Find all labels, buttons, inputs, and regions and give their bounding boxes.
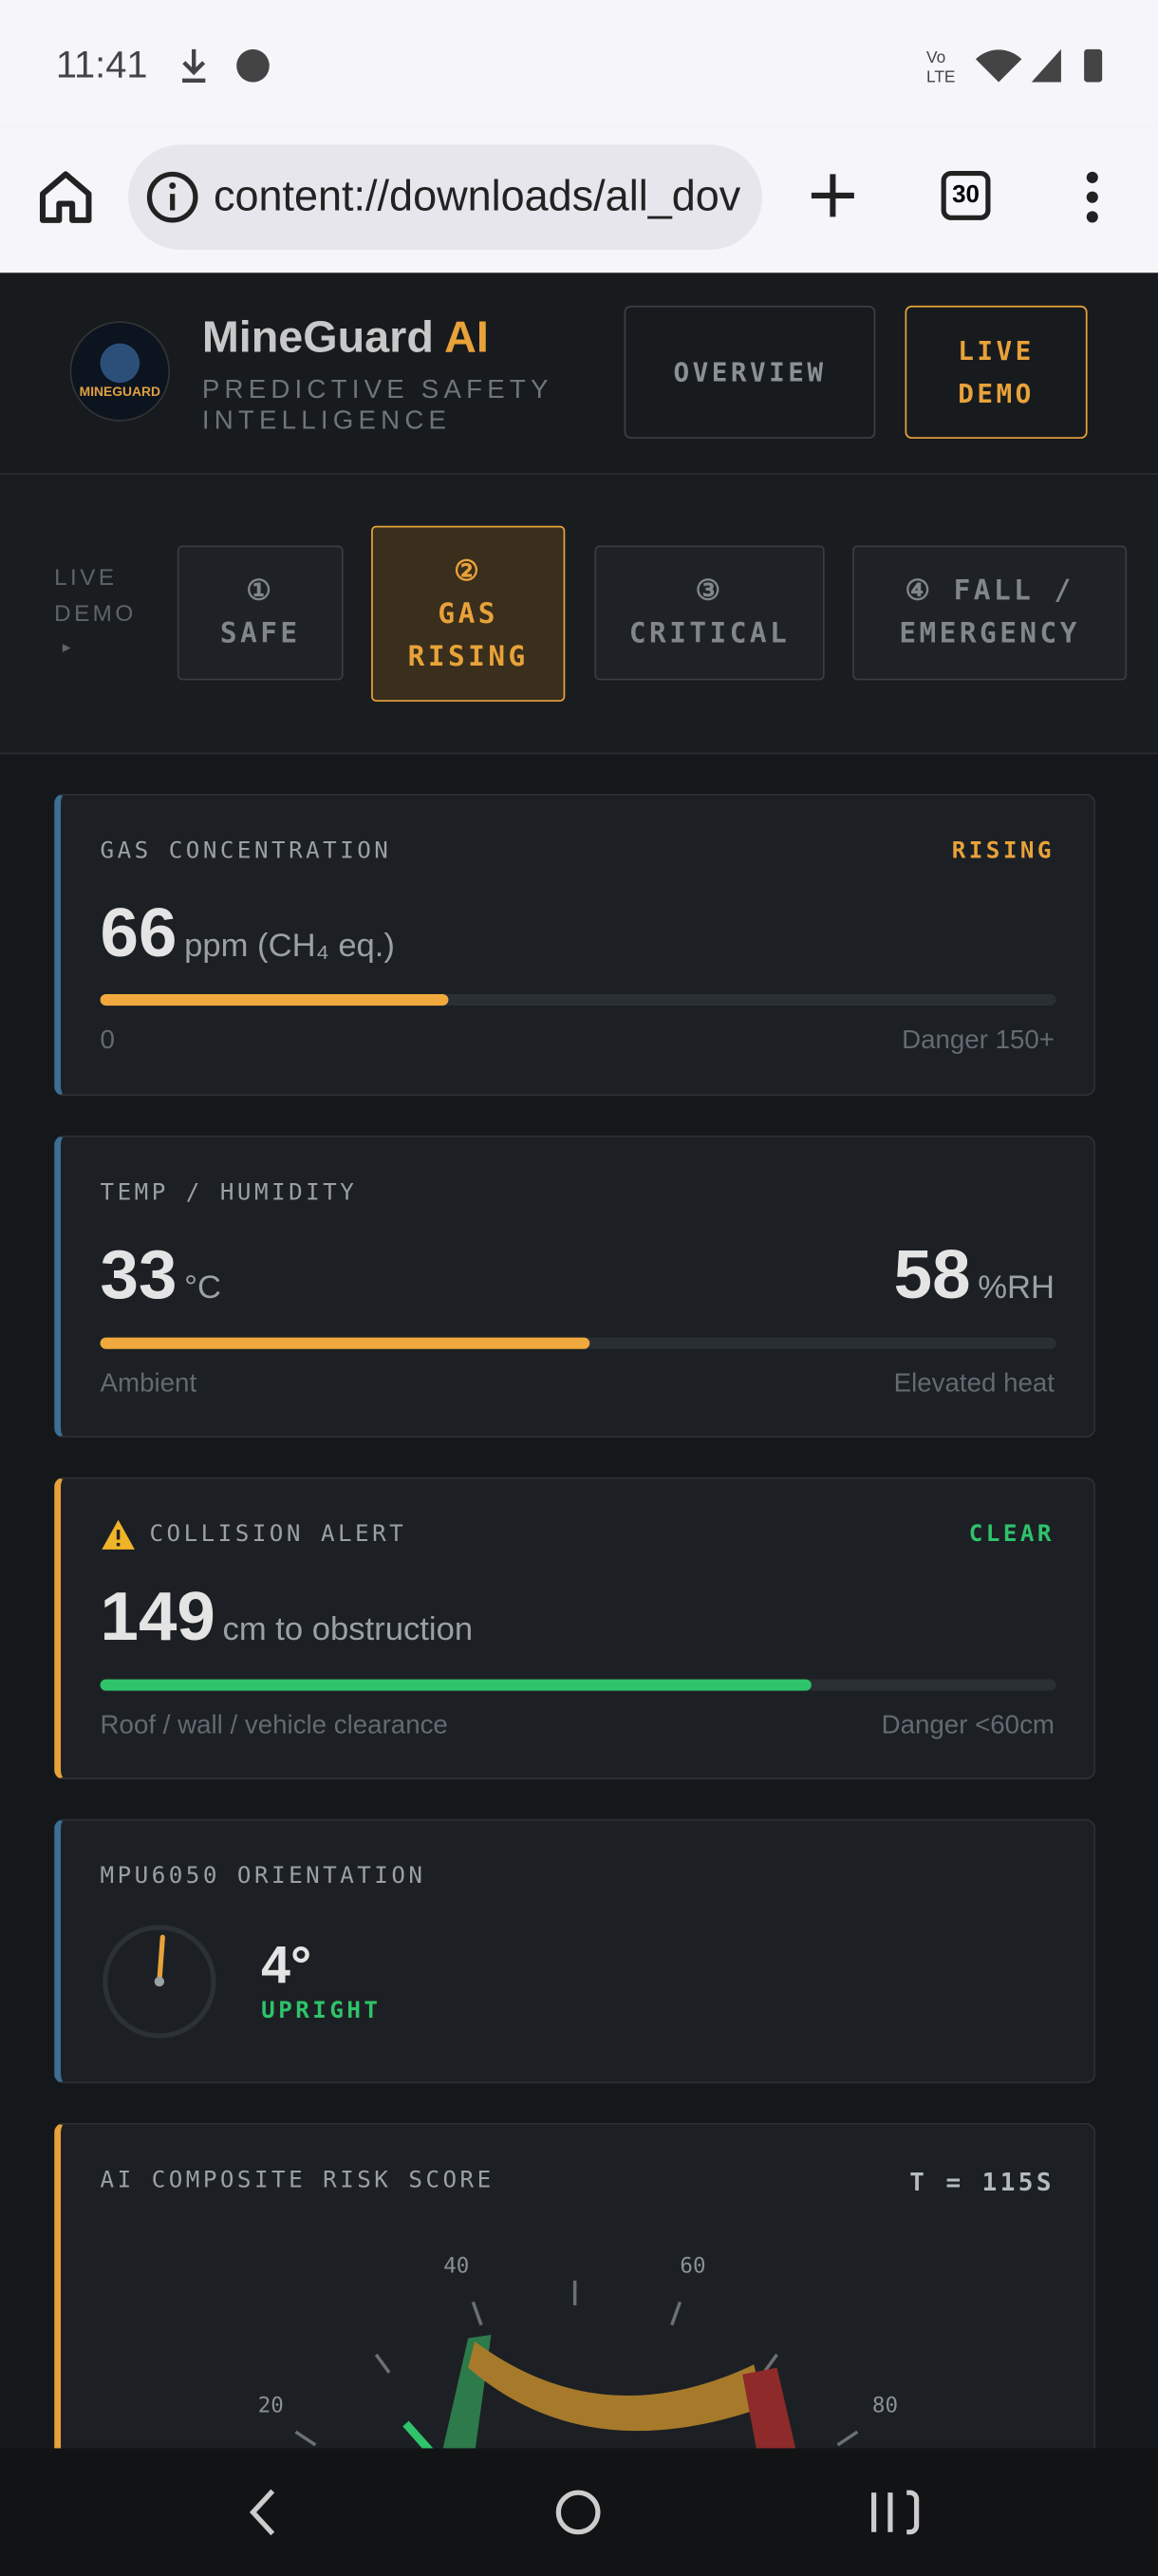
nav-button[interactable]: OVERVIEW (624, 305, 876, 440)
tab-icon: ③ (695, 574, 724, 609)
menu[interactable] (1081, 171, 1104, 223)
card-title: GAS CONCENTRATION (100, 837, 392, 865)
risk-gauge (294, 2280, 859, 2456)
card-title: MPU6050 ORIENTATION (100, 1863, 426, 1890)
bar-track (100, 1337, 1056, 1349)
card-title: TEMP / HUMIDITY (100, 1179, 358, 1207)
svg-text:LTE: LTE (926, 67, 955, 86)
brand-accent: AI (444, 311, 489, 362)
warning-icon (102, 1519, 135, 1550)
demo-arrow: ▸ (62, 639, 71, 658)
gauge-label: 60 (680, 2254, 706, 2280)
svg-text:MINEGUARD: MINEGUARD (80, 384, 160, 399)
demo-tab[interactable]: ③ CRITICAL (594, 545, 825, 681)
unit: °C (184, 1269, 221, 1307)
humidity: 58 (893, 1235, 971, 1313)
status: UPRIGHT (261, 1998, 382, 2024)
bar-fill (100, 1679, 812, 1691)
collision-card: COLLISION ALERT CLEAR 149 cm to obstruct… (54, 1476, 1096, 1780)
tab-count[interactable]: 30 (941, 170, 991, 220)
demo-label: LIVE DEMO (54, 563, 137, 627)
bar-track (100, 993, 1056, 1006)
bar-fill (100, 1337, 590, 1349)
demo-tab[interactable]: ① SAFE (177, 545, 344, 681)
url-bar[interactable] (127, 144, 762, 251)
svg-text:Vo: Vo (926, 47, 945, 66)
gauge-label: 40 (443, 2254, 470, 2280)
bar-left: Ambient (100, 1370, 197, 1399)
orientation-card: MPU6050 ORIENTATION 4° UPRIGHT (54, 1818, 1096, 2084)
brand: MineGuard AI (202, 312, 489, 364)
value: 66 (100, 893, 177, 971)
logo: MINEGUARD (69, 321, 171, 422)
bar-min: 0 (100, 1026, 115, 1055)
demo-tab[interactable]: ④ FALL / EMERGENCY (852, 545, 1128, 681)
card-title: AI COMPOSITE RISK SCORE (100, 2167, 495, 2194)
bar-right: Danger <60cm (881, 1712, 1055, 1740)
angle: 4° (261, 1935, 312, 1995)
time: T = 115S (909, 2167, 1055, 2197)
tagline: PREDICTIVE SAFETY INTELLIGENCE (201, 376, 553, 436)
card-title: COLLISION ALERT (149, 1521, 407, 1549)
bar-track (100, 1679, 1056, 1691)
url-text: content://downloads/all_dov (213, 170, 741, 220)
new-tab[interactable] (808, 171, 857, 220)
unit: cm to obstruction (222, 1611, 474, 1648)
gauge-label: 20 (257, 2394, 284, 2419)
unit: ppm (CH₄ eq.) (184, 928, 395, 965)
tab-icon: ① (246, 574, 275, 609)
tab-label: SAFE (219, 617, 301, 651)
home-button[interactable] (36, 168, 95, 224)
value: 33 (100, 1235, 177, 1313)
tab-icon: ② (454, 555, 483, 588)
clock: 11:41 (55, 42, 148, 85)
tab-label: FALL / EMERGENCY (899, 574, 1080, 651)
bar-left: Roof / wall / vehicle clearance (100, 1712, 448, 1740)
gauge-label: 80 (871, 2394, 898, 2419)
tab-icon: ④ (905, 574, 934, 609)
brand-name: MineGuard (201, 311, 434, 362)
bar-right: Elevated heat (893, 1370, 1055, 1399)
gas-card: GAS CONCENTRATION RISING 66 ppm (CH₄ eq.… (54, 793, 1096, 1097)
nav-button-active[interactable]: LIVE DEMO (905, 305, 1088, 440)
humidity-unit: %RH (978, 1269, 1055, 1307)
status-icons (182, 48, 270, 83)
info-icon[interactable] (144, 169, 200, 225)
demo-tab-active[interactable]: ② GAS RISING (371, 525, 566, 702)
tab-label: GAS RISING (407, 597, 529, 673)
orientation-dial (103, 1925, 216, 2039)
temp-card: TEMP / HUMIDITY 33 °C 58 %RH Ambient Ele… (54, 1135, 1096, 1438)
bar-fill (100, 993, 449, 1006)
system-nav (0, 2448, 1158, 2576)
status: CLEAR (968, 1521, 1055, 1549)
value: 149 (100, 1577, 215, 1655)
bar-max: Danger 150+ (902, 1026, 1055, 1055)
tab-label: CRITICAL (628, 617, 791, 651)
system-buttons (249, 2489, 920, 2536)
status: RISING (951, 837, 1055, 865)
